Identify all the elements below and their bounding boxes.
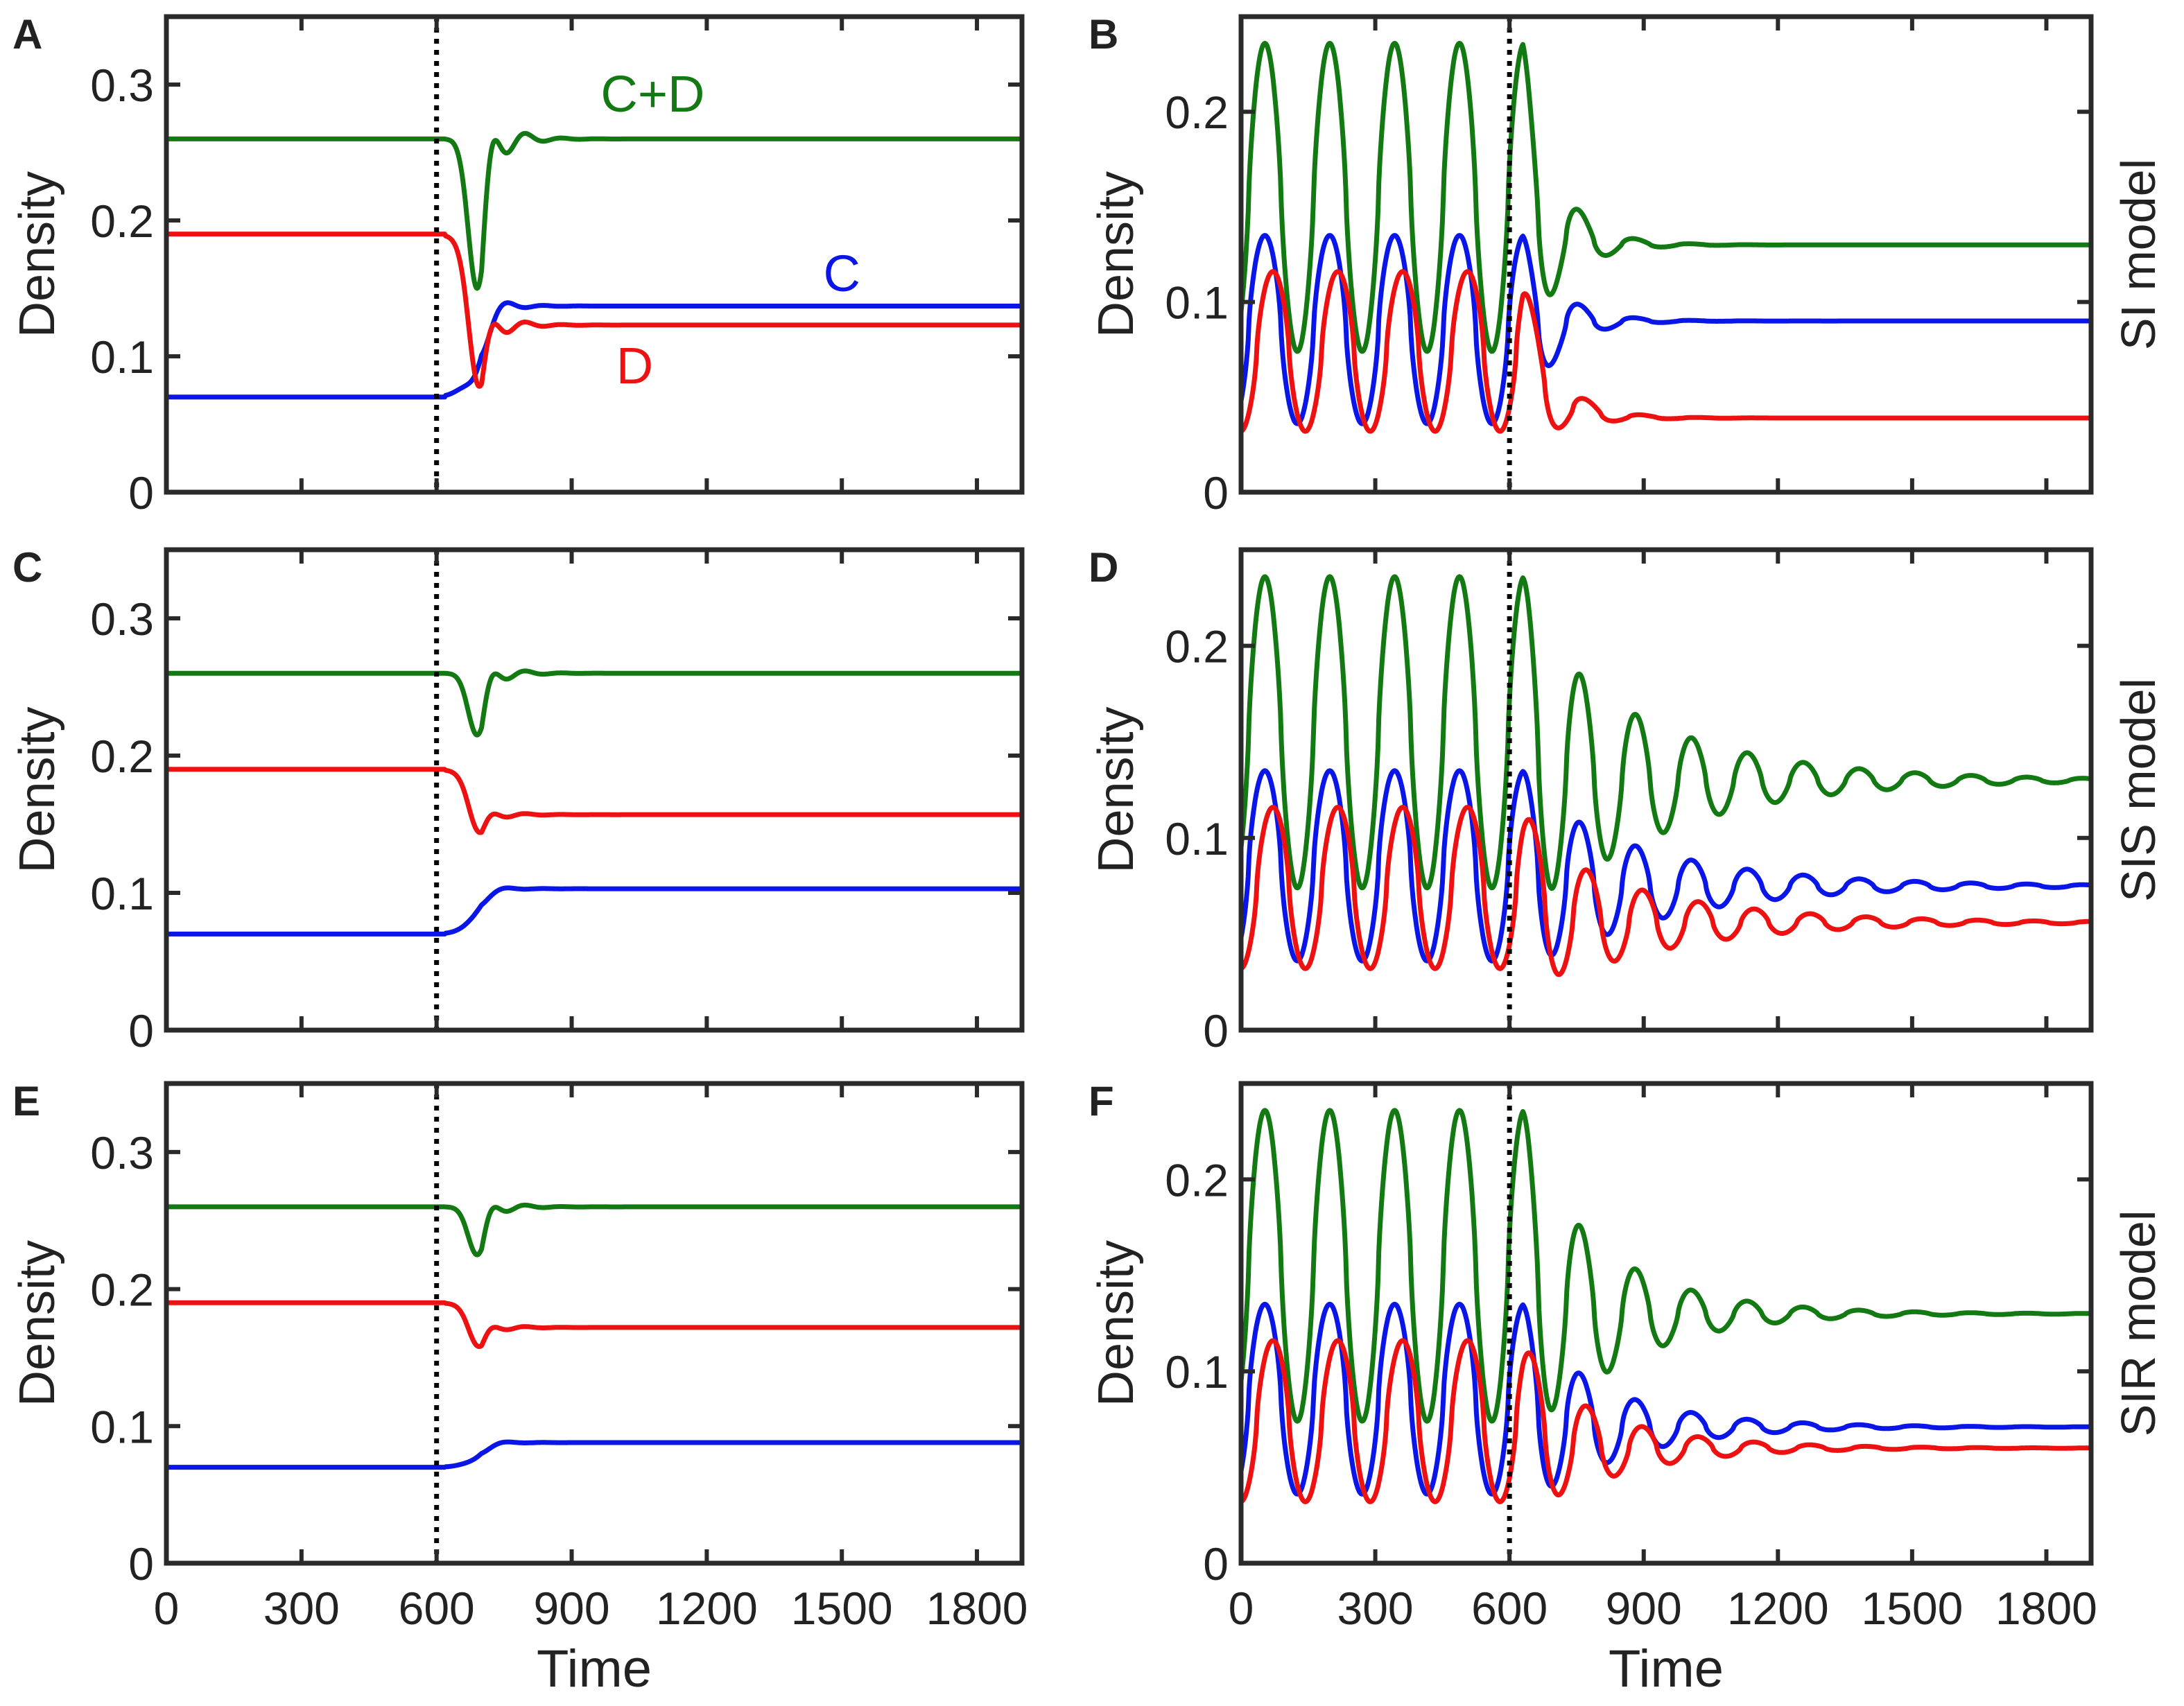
- series-line-c-plus-d: [166, 1202, 1022, 1257]
- panel-c: 0 0.1 0.2 0.3 Density C: [10, 544, 1025, 1056]
- series-line-d: [166, 232, 1022, 389]
- x-tick-label: 1200: [1727, 1583, 1829, 1634]
- y-tick-label: 0: [128, 1538, 154, 1590]
- panel-letter: A: [12, 11, 42, 58]
- x-tick-label: 1500: [1861, 1583, 1963, 1634]
- y-tick-label: 0.1: [1165, 813, 1229, 864]
- series-line-d: [1241, 269, 2091, 434]
- panel-f: 0 0.1 0.2 0 300 600 900 1200 1500 1800 Density Time…: [1089, 1078, 2165, 1698]
- series-line-c-plus-d: [1241, 574, 2091, 891]
- series-group: [1241, 574, 2091, 977]
- y-tick-label: 0.2: [90, 731, 154, 782]
- plot-frame: [164, 1081, 1025, 1566]
- plot-frame: [164, 547, 1025, 1033]
- x-tick-label: 0: [154, 1583, 180, 1634]
- y-axis-label: Density: [10, 171, 65, 338]
- series-line-c-plus-d: [166, 130, 1022, 291]
- y-tick-label: 0.3: [90, 1127, 154, 1178]
- x-tick-label: 1800: [1995, 1583, 2097, 1634]
- y-tick-label: 0.2: [90, 195, 154, 247]
- y-axis-label: Density: [1089, 706, 1144, 873]
- x-tick-label: 900: [533, 1583, 609, 1634]
- y-tick-label: 0: [128, 467, 154, 519]
- y-tick-label: 0.1: [90, 868, 154, 919]
- series-annotation-c: C: [823, 245, 860, 302]
- series-annotation-c-plus-d: C+D: [600, 65, 704, 123]
- series-line-c-plus-d: [1241, 40, 2091, 354]
- series-annotation-d: D: [616, 337, 653, 394]
- y-tick-label: 0.1: [90, 1401, 154, 1452]
- panel-letter: F: [1089, 1078, 1114, 1124]
- series-line-c: [166, 885, 1022, 937]
- x-tick-label: 900: [1606, 1583, 1682, 1634]
- series-group: [1241, 40, 2091, 434]
- row-label: SIS model: [2111, 678, 2165, 902]
- series-group: [166, 1202, 1022, 1470]
- y-tick-label: 0.2: [1165, 621, 1229, 672]
- series-line-c-plus-d: [1241, 1108, 2091, 1424]
- series-group: [1241, 1108, 2091, 1504]
- panel-letter: E: [12, 1078, 40, 1124]
- series-line-c: [166, 1439, 1022, 1470]
- x-tick-label: 300: [263, 1583, 340, 1634]
- y-axis-label: Density: [1089, 1240, 1144, 1407]
- y-tick-label: 0.2: [90, 1264, 154, 1316]
- x-tick-label: 1500: [791, 1583, 893, 1634]
- series-line-c: [1241, 233, 2091, 426]
- row-label: SI model: [2111, 159, 2165, 350]
- series-line-d: [166, 767, 1022, 835]
- x-tick-label: 600: [399, 1583, 475, 1634]
- plot-frame: [1238, 14, 2094, 495]
- plot-frame: [164, 14, 1025, 495]
- x-tick-label: 300: [1337, 1583, 1414, 1634]
- y-tick-label: 0: [1203, 1005, 1229, 1056]
- y-tick-label: 0.2: [1165, 1154, 1229, 1205]
- plot-frame: [1238, 547, 2094, 1033]
- series-line-d: [1241, 1338, 2091, 1504]
- x-axis-label: Time: [537, 1639, 652, 1698]
- y-tick-label: 0: [1203, 1538, 1229, 1590]
- y-tick-label: 0.1: [90, 331, 154, 383]
- y-tick-label: 0.3: [90, 60, 154, 111]
- panel-a: 0 0.1 0.2 0.3 Density A C+D C D: [10, 11, 1025, 519]
- panel-letter: D: [1089, 544, 1118, 591]
- x-axis-label: Time: [1609, 1639, 1724, 1698]
- y-axis-label: Density: [1089, 171, 1144, 338]
- y-axis-label: Density: [10, 1240, 65, 1407]
- x-tick-label: 600: [1471, 1583, 1548, 1634]
- series-line-c: [1241, 1301, 2091, 1497]
- series-line-c: [1241, 768, 2091, 964]
- panel-d: 0 0.1 0.2 Density D SIS model: [1089, 544, 2165, 1056]
- series-line-d: [166, 1300, 1022, 1349]
- x-tick-label: 1200: [656, 1583, 758, 1634]
- series-group: [166, 668, 1022, 937]
- y-tick-label: 0.1: [1165, 277, 1229, 329]
- plot-frame: [1238, 1081, 2094, 1566]
- y-tick-label: 0: [128, 1005, 154, 1056]
- series-line-c-plus-d: [166, 668, 1022, 738]
- y-tick-label: 0: [1203, 467, 1229, 519]
- series-line-c: [166, 300, 1022, 400]
- x-tick-label: 0: [1229, 1583, 1254, 1634]
- x-tick-label: 1800: [926, 1583, 1028, 1634]
- y-axis-label: Density: [10, 706, 65, 873]
- panel-letter: B: [1089, 11, 1118, 58]
- y-tick-label: 0.3: [90, 593, 154, 645]
- panel-letter: C: [12, 544, 42, 591]
- y-tick-label: 0.1: [1165, 1346, 1229, 1398]
- series-line-d: [1241, 805, 2091, 977]
- row-label: SIR model: [2111, 1210, 2165, 1437]
- panel-e: 0 0.1 0.2 0.3 0 300 600 900 1200 1500 1800 Density T…: [10, 1078, 1028, 1698]
- series-group: [166, 130, 1022, 400]
- panel-b: 0 0.1 0.2 Density B SI model: [1089, 11, 2165, 519]
- y-tick-label: 0.2: [1165, 87, 1229, 138]
